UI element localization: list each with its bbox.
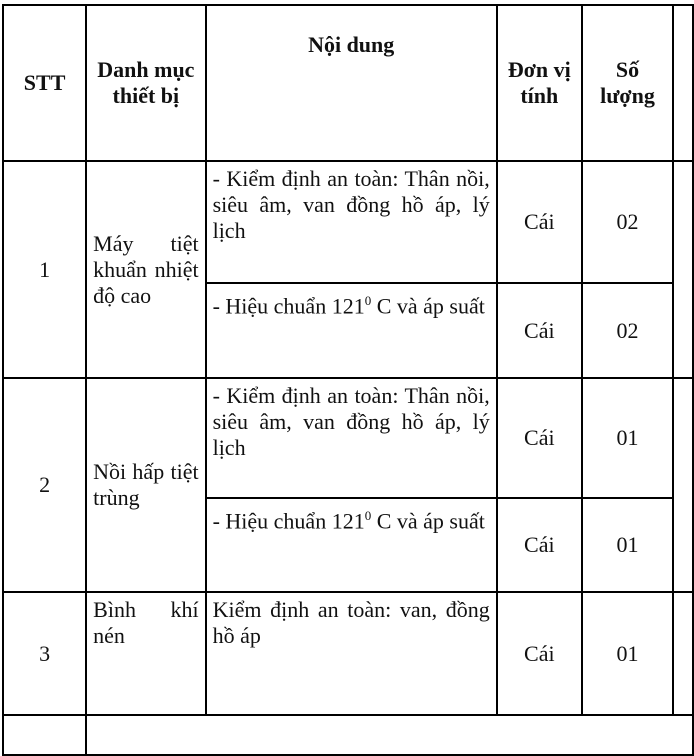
cell-empty (85, 714, 694, 756)
cell-content: - Kiểm định an toàn: Thân nồi, siêu âm, … (204, 160, 498, 284)
cell-category: Bình khí nén (85, 591, 207, 716)
cell-quantity: 01 (580, 377, 675, 499)
cell-content: - Hiệu chuẩn 1210 C và áp suất (204, 282, 498, 379)
cell-category: Máy tiệt khuẩn nhiệt độ cao (85, 160, 207, 379)
content-text: C và áp suất (371, 508, 485, 534)
header-category: Danh mục thiết bị (85, 4, 207, 162)
header-row: STT Danh mục thiết bị Nội dung Đơn vị tí… (1, 4, 694, 162)
cell-stt: 3 (1, 591, 88, 716)
cell-extra (672, 377, 694, 593)
cell-stt: 2 (1, 377, 88, 593)
cell-category: Nồi hấp tiệt trùng (85, 377, 207, 593)
table-row-partial (1, 714, 694, 756)
cell-unit: Cái (495, 282, 583, 379)
cell-empty (1, 714, 88, 756)
table-row: - Hiệu chuẩn 1210 C và áp suất Cái 01 (3, 497, 693, 593)
table-row: 3 Bình khí nén Kiểm định an toàn: van, đ… (1, 591, 694, 716)
superscript: 0 (364, 508, 372, 523)
equipment-table: STT Danh mục thiết bị Nội dung Đơn vị tí… (1, 4, 694, 756)
cell-quantity: 02 (580, 282, 675, 379)
header-stt: STT (1, 4, 88, 162)
cell-stt: 1 (1, 160, 88, 379)
cell-unit: Cái (495, 160, 583, 284)
cell-content: Kiểm định an toàn: van, đồng hồ áp (204, 591, 498, 716)
cell-quantity: 02 (580, 160, 675, 284)
content-text: - Hiệu chuẩn 121 (212, 293, 365, 319)
header-extra (672, 4, 694, 162)
header-content: Nội dung (204, 4, 498, 162)
content-text: C và áp suất (371, 293, 485, 319)
cell-extra (672, 591, 694, 716)
header-unit: Đơn vị tính (495, 4, 583, 162)
cell-extra (672, 160, 694, 379)
table-row: 1 Máy tiệt khuẩn nhiệt độ cao - Kiểm địn… (1, 160, 694, 379)
cell-quantity: 01 (580, 497, 675, 593)
cell-unit: Cái (495, 497, 583, 593)
cell-content: - Kiểm định an toàn: Thân nồi, siêu âm, … (204, 377, 498, 499)
header-quantity: Số lượng (580, 4, 675, 162)
superscript: 0 (364, 293, 372, 308)
cell-unit: Cái (495, 591, 583, 716)
table-row: 2 Nồi hấp tiệt trùng - Kiểm định an toàn… (1, 377, 694, 593)
cell-unit: Cái (495, 377, 583, 499)
table-row: - Hiệu chuẩn 1210 C và áp suất Cái 02 (3, 282, 693, 379)
content-text: - Hiệu chuẩn 121 (212, 508, 365, 534)
cell-quantity: 01 (580, 591, 675, 716)
cell-content: - Hiệu chuẩn 1210 C và áp suất (204, 497, 498, 593)
